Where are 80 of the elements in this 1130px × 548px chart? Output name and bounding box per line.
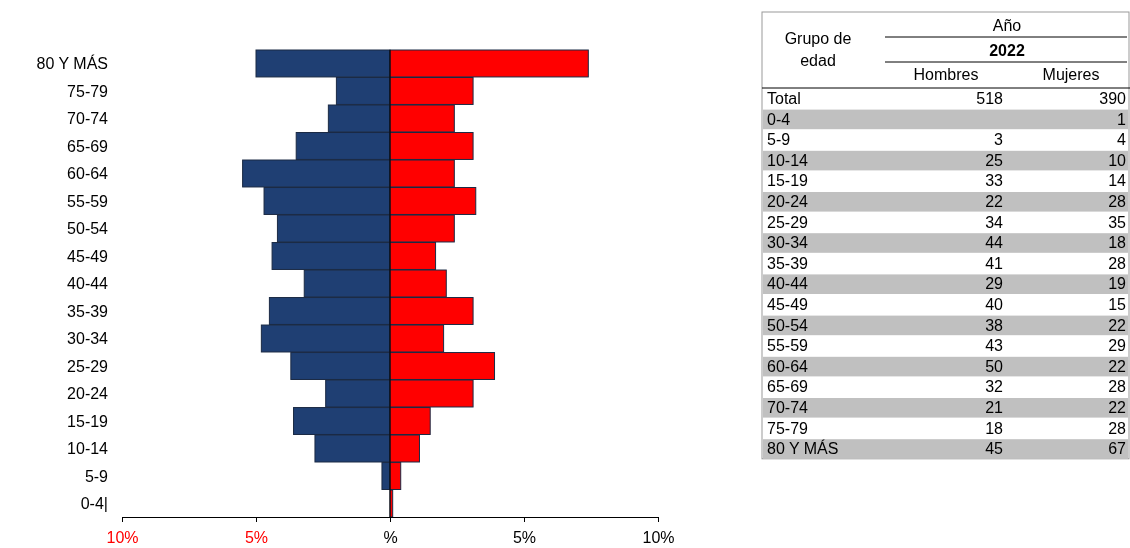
data-label: 28 [1108,419,1127,437]
y-tick-label: 55-59 [767,337,809,355]
y-tick-label: 55-59 [67,192,109,210]
data-label: 28 [1108,378,1127,396]
y-tick-label: 50-54 [767,316,809,334]
y-tick-label: 15-19 [767,172,809,190]
x-tick-label: 10% [106,528,139,546]
data-label: 4 [1117,131,1127,149]
y-tick-label: 70-74 [767,399,809,417]
data-label: 15 [1108,296,1127,314]
y-tick-label: 30-34 [767,234,809,252]
y-tick-label: 0-4| [80,495,108,513]
y-tick-label: 20-24 [67,385,109,403]
data-label: 40 [985,296,1004,314]
y-tick-label: 40-44 [767,275,809,293]
y-tick-label: 75-79 [67,82,109,100]
data-label: 14 [1108,172,1127,190]
y-tick-label: 0-4 [767,110,791,128]
x-tick-label: 5% [512,528,537,546]
y-tick-label: 65-69 [767,378,809,396]
data-label: 22 [1108,399,1127,417]
chart-title: Año [992,17,1022,34]
y-tick-label: 50-54 [67,220,109,238]
data-label: 28 [1108,254,1127,272]
y-tick-label: 45-49 [67,247,109,265]
y-tick-label: 45-49 [767,296,809,314]
data-label: 44 [985,234,1004,252]
data-label: 21 [985,399,1004,417]
y-tick-label: Total [767,90,801,108]
y-tick-label: 20-24 [767,193,809,211]
y-tick-label: 25-29 [67,357,109,375]
y-tick-label: 10-14 [767,151,809,169]
y-tick-label: 30-34 [67,330,109,348]
y-tick-label: 60-64 [67,165,109,183]
data-label: 25 [985,151,1004,169]
data-label: 518 [976,90,1004,108]
y-axis-title: Grupo de edad [784,30,852,69]
x-tick-label: Hombres [913,66,979,83]
y-tick-label: 75-79 [767,419,809,437]
y-tick-label: 70-74 [67,110,109,128]
x-tick-label: Mujeres [1042,66,1100,83]
data-label: 18 [1108,234,1127,252]
x-tick-label: 10% [642,528,675,546]
x-tick-label: % [383,528,398,546]
y-tick-label: 35-39 [767,254,809,272]
data-label: 43 [985,337,1004,355]
data-label: 22 [985,193,1004,211]
data-label: 390 [1099,90,1127,108]
y-tick-label: 60-64 [767,357,809,375]
y-tick-label: 40-44 [67,275,109,293]
y-tick-label: 80 Y MÁS [36,54,108,73]
data-label: 38 [985,316,1004,334]
x-tick-label: 5% [244,528,269,546]
data-label: 34 [985,213,1004,231]
data-label: 19 [1108,275,1127,293]
data-label: 50 [985,357,1004,375]
y-tick-label: 10-14 [67,440,109,458]
data-label: 45 [985,440,1004,458]
data-label: 10 [1108,151,1127,169]
data-label: 35 [1108,213,1127,231]
data-label: 28 [1108,193,1127,211]
y-tick-label: 15-19 [67,412,109,430]
data-label: 29 [1108,337,1127,355]
data-label: 22 [1108,357,1127,375]
y-tick-label: 25-29 [767,213,809,231]
data-label: 33 [985,172,1004,190]
data-label: 18 [985,419,1004,437]
chart-subtitle: 2022 [989,42,1025,59]
y-tick-label: 65-69 [67,137,109,155]
data-label: 3 [994,131,1004,149]
y-tick-label: 5-9 [84,467,109,485]
data-label: 41 [985,254,1004,272]
data-label: 32 [985,378,1004,396]
y-tick-label: 35-39 [67,302,109,320]
y-tick-label: 80 Y MÁS [767,439,839,458]
y-tick-label: 5-9 [767,131,791,149]
data-label: 1 [1117,110,1127,128]
data-label: 29 [985,275,1004,293]
data-label: 22 [1108,316,1127,334]
data-label: 67 [1108,440,1127,458]
